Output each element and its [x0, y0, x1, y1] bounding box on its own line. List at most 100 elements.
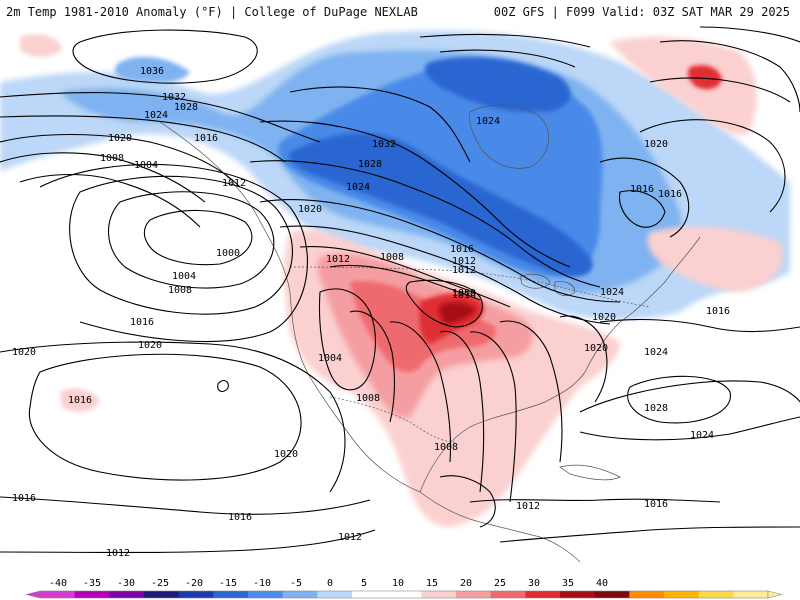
isobar-label: 1020	[274, 449, 298, 460]
isobar-label: 1036	[140, 66, 164, 77]
isobar-label: 1024	[600, 287, 624, 298]
isobar-label: 1016	[12, 493, 36, 504]
isobar-label: 1008	[380, 252, 404, 263]
isobar-label: 1008	[100, 153, 124, 164]
color-scale-label: 20	[460, 578, 472, 589]
warm-anomaly-northeast-core	[687, 65, 722, 90]
color-scale-label: -35	[83, 578, 101, 589]
isobar-labels: 1036 1032 1028 1024 1020 1016 1012 1008 …	[12, 66, 730, 559]
color-scale-label: 25	[494, 578, 506, 589]
isobar-line	[419, 33, 591, 48]
warm-anomaly-atlantic	[647, 226, 783, 292]
color-scale-label: -40	[49, 578, 67, 589]
color-scale-labels: -40 -35 -30 -25 -20 -15 -10 -5 0 5 10 15 20 25 30 35 40	[49, 578, 608, 589]
color-scale-label: 5	[361, 578, 367, 589]
isobar-line	[0, 341, 346, 493]
isobar-line	[579, 380, 800, 413]
color-scale-swatch	[664, 591, 700, 598]
color-scale-swatch	[386, 591, 422, 598]
isobar-label: 1012	[106, 548, 130, 559]
isobar-label: 1008	[356, 393, 380, 404]
anomaly-shading	[0, 30, 790, 527]
cuba	[559, 464, 621, 481]
isobar-label: 1016	[68, 395, 92, 406]
isobar-line	[72, 29, 258, 84]
great-lakes	[519, 273, 576, 296]
isobar-label: 1028	[358, 159, 382, 170]
color-scale-swatch	[594, 591, 630, 598]
color-scale-swatch	[317, 591, 353, 598]
color-scale-swatch	[733, 591, 769, 598]
gulf-coast	[419, 371, 586, 493]
isobar-label: 1004	[134, 160, 158, 171]
isobar-line	[439, 475, 496, 528]
isobar-label: 1012	[326, 254, 350, 265]
isobar-label: 1012	[516, 501, 540, 512]
isobar-label: 1020	[644, 139, 668, 150]
isobar-label: 1016	[630, 184, 654, 195]
cold-anomaly-pacific	[114, 56, 190, 83]
isobar-line	[19, 174, 201, 228]
color-scale-swatch	[213, 591, 249, 598]
warm-anomaly-northeast	[610, 36, 757, 135]
isobar-label: 1032	[162, 92, 186, 103]
isobar-line	[0, 91, 321, 143]
model-run-valid-time: 00Z GFS | F099 Valid: 03Z SAT MAR 29 202…	[493, 5, 790, 19]
isobar-label: 1004	[172, 271, 196, 282]
color-scale-label: 0	[327, 578, 333, 589]
warm-anomaly-pacific-spot-2	[20, 34, 62, 57]
isobar-label: 1016	[450, 244, 474, 255]
isobar-line	[499, 320, 563, 463]
color-scale-label: -15	[219, 578, 237, 589]
color-scale-label: -25	[151, 578, 169, 589]
isobar-line	[299, 246, 511, 308]
isobar-label: 1024	[690, 430, 714, 441]
warm-anomaly-pacific-spot	[60, 388, 100, 412]
map-title: 2m Temp 1981-2010 Anomaly (°F) | College…	[6, 5, 418, 19]
color-scale-swatch	[698, 591, 734, 598]
isobar-line	[599, 318, 800, 333]
color-scale-swatch	[109, 591, 145, 598]
isobar-line	[627, 375, 731, 424]
anomaly-color-scale: -40 -35 -30 -25 -20 -15 -10 -5 0 5 10 15 20 25 30 35 40	[25, 578, 783, 599]
isobars	[0, 26, 800, 554]
isobar-line	[559, 315, 608, 403]
color-scale-swatch	[282, 591, 318, 598]
isobar-label: 1012	[222, 178, 246, 189]
isobar-line	[249, 160, 601, 288]
color-scale-swatch	[178, 591, 214, 598]
isobar-line	[289, 86, 471, 163]
isobar-label: 1020	[584, 343, 608, 354]
color-scale-min-arrow	[25, 590, 41, 599]
color-scale-swatch	[629, 591, 665, 598]
isobar-line	[639, 119, 786, 213]
cold-anomaly-core-north	[424, 57, 571, 113]
isobar-label: 1008	[434, 442, 458, 453]
isobar-line	[649, 77, 791, 103]
color-scale-label: 40	[596, 578, 608, 589]
isobar-label: 1024	[144, 110, 168, 121]
color-scale-swatch	[248, 591, 284, 598]
color-scale-max-arrow	[767, 590, 783, 599]
isobar-label: 1016	[644, 499, 668, 510]
isobar-label: 1016	[658, 189, 682, 200]
isobar-label: 1024	[346, 182, 370, 193]
color-scale-swatch	[40, 591, 76, 598]
color-scale-swatch	[456, 591, 492, 598]
warm-anomaly-core-deep	[439, 302, 476, 324]
temperature-anomaly-map: 1036 1032 1028 1024 1020 1016 1012 1008 …	[0, 22, 800, 577]
isobar-label: 1000	[216, 248, 240, 259]
cold-anomaly-deep	[289, 133, 593, 277]
isobar-line	[469, 498, 721, 503]
color-scale-label: -10	[253, 578, 271, 589]
isobar-line	[217, 379, 229, 393]
color-scale-swatch	[560, 591, 596, 598]
isobar-label: 1016	[706, 306, 730, 317]
us-mexico-border	[329, 396, 456, 443]
isobar-label: 1016	[130, 317, 154, 328]
isobar-label: 1004	[318, 353, 342, 364]
isobar-label: 1008	[168, 285, 192, 296]
isobar-label: 1012	[338, 532, 362, 543]
canada-us-border	[289, 266, 651, 308]
